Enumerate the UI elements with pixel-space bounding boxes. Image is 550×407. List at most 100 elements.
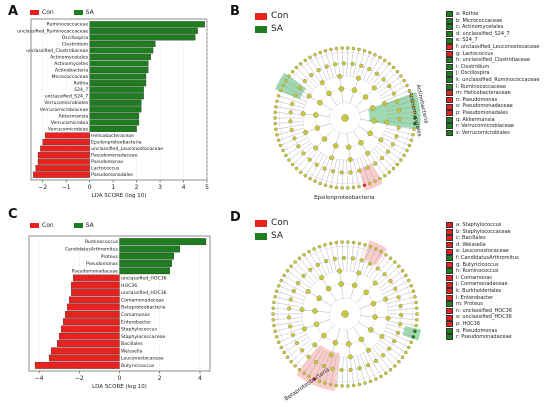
tree-node [274, 289, 279, 293]
tree-node [339, 368, 344, 373]
ring [314, 283, 376, 345]
tree-node [312, 247, 316, 251]
clade-sector-label: Epsilonproteobacteria [314, 195, 374, 200]
tree-node [282, 350, 286, 355]
tree-node [272, 300, 276, 305]
taxa-legend-item: a: Staphylococcus [446, 222, 519, 229]
taxa-legend-item: n: unclassified_HOC36 [446, 308, 519, 315]
tree-node [348, 367, 353, 372]
bar-label: Ruminococcaceae [47, 22, 89, 28]
bar-label: Bacillales [121, 341, 143, 347]
taxa-legend-item: n: Pseudomonas [446, 97, 539, 104]
x-axis-label: LDA SCORE (log 10) [92, 384, 147, 390]
branch [353, 356, 360, 385]
tree-node [273, 110, 277, 115]
taxa-legend-item: q: Akkermansia [446, 117, 539, 124]
x-tick-label: 0 [88, 184, 92, 191]
taxa-swatch [446, 321, 453, 328]
tree-node [362, 49, 367, 53]
tree-node [321, 332, 327, 339]
lda-bar [67, 303, 120, 311]
tree-node [387, 170, 391, 174]
tree-node [402, 153, 406, 158]
taxa-swatch [446, 17, 453, 24]
clade-highlight [275, 72, 306, 100]
taxa-swatch [446, 261, 453, 268]
bar-label: Staphylococcus [121, 327, 157, 333]
taxa-swatch [446, 228, 453, 235]
taxa-label: d: unclassified_S24_7 [456, 30, 510, 37]
taxa-swatch [446, 31, 453, 38]
tree-node [340, 384, 344, 388]
legend-sa-label: SA [271, 24, 284, 34]
tree-node [378, 55, 382, 60]
tree-node [395, 330, 400, 335]
taxa-swatch [446, 301, 453, 308]
tree-node [285, 269, 290, 273]
branch [275, 124, 304, 130]
tree-node [332, 143, 339, 149]
tree-node [405, 83, 409, 88]
branch [287, 339, 311, 358]
x-tick-label: 2 [158, 375, 162, 382]
lda-bar [63, 318, 120, 326]
tree-node [396, 295, 401, 300]
taxa-legend-item: m: Helicobacteraceae [446, 90, 539, 97]
tree-node [395, 99, 400, 104]
tree-node [271, 306, 275, 310]
tree-node [367, 67, 372, 72]
tree-node [340, 240, 344, 244]
taxa-label: k: unclassified_Ruminococcaceae [456, 76, 540, 83]
tree-node [338, 86, 345, 92]
tree-node [363, 243, 367, 247]
tree-node [314, 125, 321, 131]
panel-c-lda-bar-chart: −4 −2 0 2 4 LDA SCORE (log 10) Ruminococcus Can… [28, 235, 211, 390]
tree-node [273, 121, 277, 126]
tree-node [359, 63, 364, 68]
tree-node [308, 267, 313, 272]
taxa-label: p: HOC36 [456, 320, 480, 327]
branch [353, 243, 360, 272]
branch [313, 248, 327, 276]
bar-label: unclassified_Leuconostocaceae [91, 146, 163, 152]
tree-node [363, 381, 367, 385]
lda-bar [119, 267, 170, 275]
tree-node [351, 87, 358, 93]
tree-node [373, 53, 377, 57]
branch [386, 112, 415, 115]
tree-node [414, 323, 418, 328]
tree-node [282, 273, 286, 278]
branch [313, 352, 327, 380]
tree-node [321, 136, 328, 142]
tree-node [407, 88, 412, 93]
tree-node [288, 110, 293, 115]
taxa-swatch [446, 275, 453, 282]
tree-node [368, 244, 373, 249]
tree-node [357, 382, 362, 387]
tree-node [373, 161, 378, 166]
tree-node [384, 119, 390, 125]
tree-node [368, 327, 374, 333]
tree-node [345, 144, 352, 150]
tree-node [334, 240, 339, 245]
taxa-legend-item: e: S24_7 [446, 37, 539, 44]
taxa-swatch [446, 70, 453, 77]
root-node [341, 114, 349, 122]
branch [346, 357, 349, 386]
con-swatch [255, 219, 267, 227]
lda-bar [50, 347, 120, 355]
branch [380, 80, 405, 96]
tree-node [290, 162, 295, 167]
tree-node [415, 318, 419, 322]
bar-label: unclassified_Clostridiaceae [26, 48, 88, 54]
clade-highlight [402, 326, 422, 341]
tree-node [317, 99, 323, 106]
bar-label: Weissella [121, 348, 143, 354]
taxa-label: r: Pseudomonadaceae [456, 334, 512, 341]
lda-bar [61, 325, 120, 333]
branch [346, 242, 349, 271]
tree-node [393, 286, 398, 291]
tree-node [276, 138, 281, 142]
bar-label: Actinomycetales [50, 54, 89, 60]
branch [294, 261, 316, 283]
